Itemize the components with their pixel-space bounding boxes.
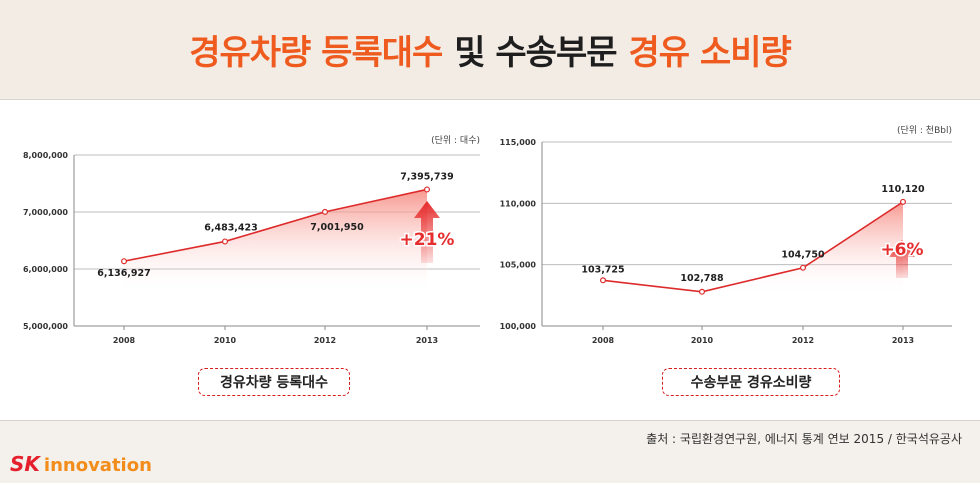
unit-label: (단위 : 천Bbl) bbox=[897, 125, 952, 136]
growth-annotation: +21% bbox=[400, 230, 455, 250]
data-point bbox=[800, 264, 807, 271]
data-point bbox=[322, 208, 329, 215]
data-point bbox=[900, 198, 907, 205]
title-part-1: 경유차량 등록대수 bbox=[189, 32, 443, 73]
caption-left: 경유차량 등록대수 bbox=[198, 368, 350, 396]
y-tick-label: 5,000,000 bbox=[23, 322, 68, 331]
data-point bbox=[424, 186, 431, 193]
series-line bbox=[602, 201, 904, 293]
title-part-2: 및 수송부문 bbox=[454, 32, 617, 73]
logo-innovation: innovation bbox=[43, 455, 152, 476]
y-tick-label: 100,000 bbox=[500, 322, 537, 331]
data-label: 6,483,423 bbox=[204, 222, 258, 233]
data-point bbox=[699, 288, 706, 295]
y-tick-label: 6,000,000 bbox=[23, 265, 68, 274]
sk-innovation-logo: SK innovation bbox=[10, 452, 152, 476]
data-point bbox=[222, 238, 229, 245]
data-point bbox=[120, 258, 127, 265]
data-label: 103,725 bbox=[581, 264, 624, 275]
growth-annotation: +6% bbox=[880, 240, 923, 260]
increase-arrow-icon bbox=[889, 240, 915, 278]
y-tick-label: 110,000 bbox=[500, 199, 537, 208]
data-label: 7,395,739 bbox=[400, 171, 454, 182]
charts-panel: (단위 : 대수) 5,000,000 6,000,000 7,000,000 8,00… bbox=[0, 99, 980, 421]
caption-right-text: 수송부문 경유소비량 bbox=[690, 375, 812, 391]
caption-right: 수송부문 경유소비량 bbox=[662, 368, 840, 396]
data-label: 6,136,927 bbox=[97, 268, 151, 279]
y-tick-label: 7,000,000 bbox=[23, 208, 68, 217]
y-tick-label: 8,000,000 bbox=[23, 151, 68, 160]
data-label: 7,001,950 bbox=[310, 222, 364, 233]
increase-arrow-icon bbox=[414, 201, 440, 263]
series-area bbox=[124, 189, 427, 296]
logo-sk: SK bbox=[10, 452, 40, 476]
y-tick-label: 105,000 bbox=[500, 261, 537, 270]
x-tick-label: 2013 bbox=[892, 336, 914, 345]
x-tick-label: 2008 bbox=[113, 336, 136, 345]
x-tick-label: 2013 bbox=[416, 336, 438, 345]
x-tick-label: 2010 bbox=[214, 336, 237, 345]
data-label: 104,750 bbox=[781, 250, 825, 261]
x-tick-label: 2010 bbox=[691, 336, 714, 345]
unit-label: (단위 : 대수) bbox=[431, 135, 480, 146]
data-label: 110,120 bbox=[881, 184, 925, 195]
x-tick-label: 2008 bbox=[592, 336, 615, 345]
series-line bbox=[123, 188, 428, 262]
chart-consumption: (단위 : 천Bbl) 100,000 105,000 110,000 115,000 2… bbox=[500, 125, 952, 345]
series-area bbox=[603, 201, 903, 296]
page-title: 경유차량 등록대수 및 수송부문 경유 소비량 bbox=[189, 25, 792, 74]
caption-left-text: 경유차량 등록대수 bbox=[220, 375, 328, 391]
page-header: 경유차량 등록대수 및 수송부문 경유 소비량 bbox=[0, 0, 980, 98]
data-label: 102,788 bbox=[680, 273, 724, 284]
x-tick-label: 2012 bbox=[792, 336, 814, 345]
y-tick-label: 115,000 bbox=[500, 138, 537, 147]
source-note: 출처 : 국립환경연구원, 에너지 통계 연보 2015 / 한국석유공사 bbox=[646, 432, 962, 446]
x-tick-label: 2012 bbox=[314, 336, 336, 345]
title-part-3: 경유 소비량 bbox=[628, 32, 792, 73]
chart-registrations: (단위 : 대수) 5,000,000 6,000,000 7,000,000 8,00… bbox=[23, 135, 480, 345]
data-point bbox=[599, 277, 606, 284]
